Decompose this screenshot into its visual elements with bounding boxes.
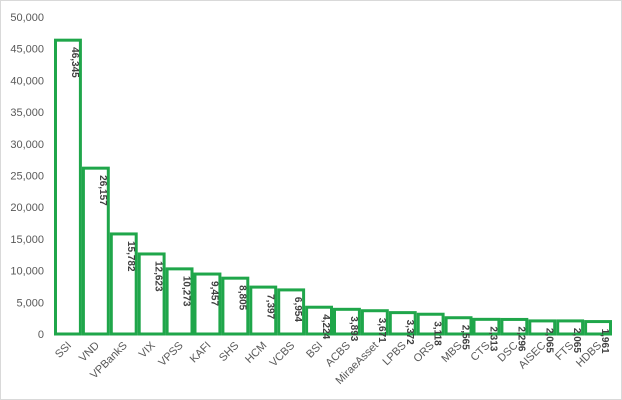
- bar-DSC: [500, 317, 529, 336]
- data-label: 2,065: [543, 328, 554, 353]
- x-tick-label: VCBS: [268, 340, 298, 370]
- y-tick-label: 0: [38, 329, 44, 341]
- x-tick-label: BSI: [304, 340, 325, 361]
- data-label: 2,065: [571, 328, 582, 353]
- bar-SHS: [221, 276, 250, 336]
- data-label: 8,805: [236, 285, 247, 310]
- data-label: 15,782: [125, 241, 136, 272]
- bar-BSI: [305, 305, 334, 336]
- bar-CTS: [472, 317, 501, 336]
- data-label: 10,273: [181, 276, 192, 307]
- x-tick-label: VND: [77, 340, 102, 365]
- y-tick-label: 30,000: [10, 139, 44, 151]
- bar-SSI: [54, 38, 82, 336]
- data-label: 2,565: [460, 325, 471, 350]
- y-tick-label: 10,000: [10, 266, 44, 278]
- data-label: 46,345: [69, 47, 80, 78]
- bar-VPSS: [165, 267, 194, 336]
- data-label: 3,372: [404, 320, 415, 345]
- y-tick-label: 35,000: [10, 107, 44, 119]
- bar-HDBS: [584, 320, 612, 336]
- data-label: 7,397: [264, 294, 275, 319]
- bar-ORS: [416, 312, 445, 336]
- bar-LPBS: [388, 311, 417, 336]
- bar-AISEC: [528, 319, 557, 336]
- bar-VIX: [137, 252, 166, 336]
- x-tick-label: SHS: [217, 340, 241, 364]
- bar-VND: [81, 166, 110, 336]
- y-tick-label: 15,000: [10, 234, 44, 246]
- data-label: 2,313: [487, 326, 498, 351]
- data-label: 3,118: [432, 321, 443, 346]
- x-tick-label: KAFI: [188, 340, 214, 366]
- y-tick-label: 20,000: [10, 202, 44, 214]
- y-tick-label: 25,000: [10, 171, 44, 183]
- data-label: 3,671: [376, 318, 387, 343]
- bar-KAFI: [193, 272, 222, 336]
- bar-VCBS: [277, 288, 306, 336]
- x-tick-label: VPSS: [156, 340, 185, 369]
- x-tick-label: SSI: [53, 340, 74, 361]
- bar-HCM: [249, 285, 278, 336]
- bar-ACBS: [333, 307, 361, 336]
- data-label: 9,457: [208, 281, 219, 306]
- y-tick-label: 40,000: [10, 75, 44, 87]
- bar-FTS: [556, 319, 585, 336]
- bar-MBS: [444, 316, 473, 336]
- data-label: 1,961: [599, 329, 610, 354]
- x-tick-label: LPBS: [380, 340, 408, 368]
- y-tick-label: 5,000: [16, 297, 44, 309]
- data-label: 26,157: [97, 175, 108, 206]
- y-tick-label: 50,000: [10, 12, 44, 24]
- data-label: 3,893: [348, 316, 359, 341]
- data-label: 12,623: [153, 261, 164, 292]
- x-tick-label: VIX: [137, 339, 158, 360]
- y-tick-label: 45,000: [10, 44, 44, 56]
- data-label: 4,224: [320, 314, 331, 339]
- data-label: 2,296: [515, 326, 526, 351]
- bar-MiraeAsset: [360, 309, 389, 336]
- data-label: 6,954: [292, 297, 303, 322]
- bar-VPBankS: [109, 232, 138, 336]
- x-tick-label: HCM: [243, 340, 269, 366]
